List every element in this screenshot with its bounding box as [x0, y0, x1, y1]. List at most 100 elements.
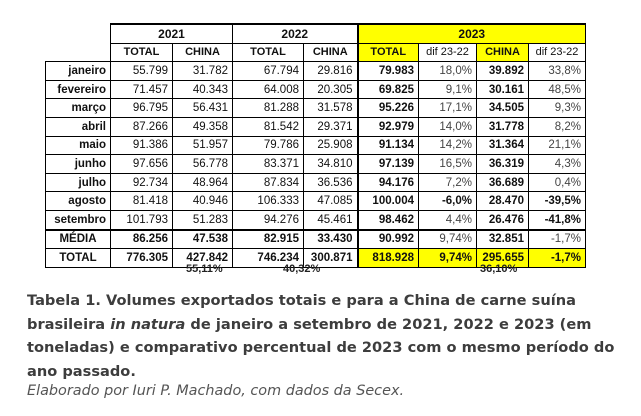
cell-2022-china: 47.085: [303, 191, 358, 211]
cell-2023-china: 32.851: [476, 228, 529, 250]
cell-2021-total: 81.418: [110, 191, 173, 211]
cell-2023-dif-total: 9,74%: [418, 248, 477, 268]
cell-2021-total: 55.799: [110, 61, 173, 81]
cell-2021-china: 31.782: [172, 61, 233, 81]
cell-2022-china: 36.536: [303, 172, 358, 193]
cell-2021-china: 51.957: [172, 135, 233, 156]
table-row: maio 91.386 51.957 79.786 25.908 91.134 14,2% 3…: [45, 135, 586, 156]
caption-text-1: Tabela 1. Volumes exportados totais e pa…: [27, 292, 576, 333]
cell-2022-total: 82.915: [232, 228, 304, 250]
cell-2023-total: 95.226: [356, 98, 419, 118]
china-share-2021: 55,11%: [186, 263, 223, 275]
table-row: setembro 101.793 51.283 94.276 45.461 98.462 4…: [45, 209, 586, 231]
cell-2023-total: 100.004: [356, 191, 419, 211]
cell-2021-china: 427.842: [172, 248, 233, 268]
cell-2023-total: 98.462: [356, 209, 419, 231]
cell-2022-total: 94.276: [232, 209, 304, 231]
cell-2021-total: 97.656: [110, 154, 173, 174]
cell-2023-china: 34.505: [476, 98, 529, 118]
cell-2021-total: 86.256: [110, 228, 173, 250]
cell-2023-dif-china: 0,4%: [528, 172, 586, 193]
cell-2022-total: 83.371: [232, 154, 304, 174]
cell-2022-china: 29.816: [303, 61, 358, 81]
cell-2022-total: 81.288: [232, 98, 304, 118]
row-label: agosto: [45, 191, 111, 211]
cell-2021-china: 40.946: [172, 191, 233, 211]
cell-2022-total: 64.008: [232, 79, 304, 100]
year-2022-header: 2022: [232, 22, 358, 44]
table-row: agosto 81.418 40.946 106.333 47.085 100.004 -6…: [45, 191, 586, 211]
table-row: fevereiro 71.457 40.343 64.008 20.305 69.825 9…: [45, 79, 586, 100]
cell-2021-china: 40.343: [172, 79, 233, 100]
row-label: janeiro: [45, 61, 111, 81]
row-label: março: [45, 98, 111, 118]
cell-2023-total: 92.979: [356, 116, 419, 137]
cell-2022-china: 45.461: [303, 209, 358, 231]
cell-2023-dif-total: 14,2%: [418, 135, 477, 156]
cell-2021-china: 56.778: [172, 154, 233, 174]
year-2023-header: 2023: [356, 22, 586, 44]
caption-text-2: de janeiro a setembro de 2021, 2022 e 20…: [27, 315, 615, 380]
row-label: junho: [45, 154, 111, 174]
cell-2023-dif-china: -1,7%: [528, 228, 586, 250]
cell-2022-china: 300.871: [303, 248, 358, 268]
cell-2021-total: 92.734: [110, 172, 173, 193]
cell-2022-total: 87.834: [232, 172, 304, 193]
cell-2021-china: 47.538: [172, 228, 233, 250]
header-2021-total: TOTAL: [110, 42, 173, 63]
cell-2023-china: 31.364: [476, 135, 529, 156]
row-label: MÉDIA: [45, 228, 111, 250]
cell-2023-dif-china: 21,1%: [528, 135, 586, 156]
cell-2023-dif-china: 9,3%: [528, 98, 586, 118]
cell-2023-total: 91.134: [356, 135, 419, 156]
header-2022-china: CHINA: [303, 42, 358, 63]
caption-italic: in natura: [110, 315, 186, 333]
cell-2022-total: 81.542: [232, 116, 304, 137]
year-2021-header: 2021: [110, 22, 233, 44]
cell-2021-china: 49.358: [172, 116, 233, 137]
table-row: abril 87.266 49.358 81.542 29.371 92.979 14,0%…: [45, 116, 586, 137]
cell-2022-total: 79.786: [232, 135, 304, 156]
cell-2023-dif-china: 4,3%: [528, 154, 586, 174]
china-share-2022: 40,32%: [283, 263, 321, 275]
year-header-row: 2021 2022 2023: [46, 22, 586, 44]
row-label: julho: [45, 172, 111, 193]
cell-2023-dif-total: 9,1%: [418, 79, 477, 100]
china-share-row: 55,11% 40,32% 36,10%: [0, 263, 641, 277]
cell-2021-china: 56.431: [172, 98, 233, 118]
total-row: TOTAL 776.305 427.842 746.234 300.871 81…: [45, 248, 586, 268]
cell-2023-china: 28.470: [476, 191, 529, 211]
header-2023-total: TOTAL: [356, 42, 419, 63]
cell-2023-china: 36.689: [476, 172, 529, 193]
cell-2023-dif-china: -1,7%: [528, 248, 586, 268]
cell-2022-china: 34.810: [303, 154, 358, 174]
cell-2022-china: 29.371: [303, 116, 358, 137]
row-label: TOTAL: [45, 248, 111, 268]
cell-2023-china: 26.476: [476, 209, 529, 231]
cell-2021-china: 51.283: [172, 209, 233, 231]
cell-2023-dif-china: 8,2%: [528, 116, 586, 137]
cell-2023-total: 90.992: [356, 228, 419, 250]
table-row: março 96.795 56.431 81.288 31.578 95.226 17,1%…: [45, 98, 586, 118]
cell-2023-china: 30.161: [476, 79, 529, 100]
cell-2021-total: 71.457: [110, 79, 173, 100]
row-label: abril: [45, 116, 111, 137]
cell-2022-china: 20.305: [303, 79, 358, 100]
cell-2023-total: 97.139: [356, 154, 419, 174]
cell-2022-total: 746.234: [232, 248, 304, 268]
export-volumes-table: 2021 2022 2023 TOTAL CHINA TOTAL CHINA T…: [45, 22, 586, 268]
cell-2022-china: 31.578: [303, 98, 358, 118]
cell-2023-total: 79.983: [356, 61, 419, 81]
header-2023-dif-china: dif 23-22: [528, 42, 586, 63]
source-credit: Elaborado por Iuri P. Machado, com dados…: [27, 383, 405, 399]
cell-2023-dif-china: 33,8%: [528, 61, 586, 81]
china-share-2023: 36,10%: [480, 263, 518, 275]
cell-2021-china: 48.964: [172, 172, 233, 193]
cell-2023-dif-total: 14,0%: [418, 116, 477, 137]
cell-2023-china: 36.319: [476, 154, 529, 174]
header-2023-china: CHINA: [476, 42, 529, 63]
header-2022-total: TOTAL: [232, 42, 304, 63]
table-caption: Tabela 1. Volumes exportados totais e pa…: [27, 289, 627, 383]
cell-2022-total: 67.794: [232, 61, 304, 81]
cell-2023-china: 31.778: [476, 116, 529, 137]
